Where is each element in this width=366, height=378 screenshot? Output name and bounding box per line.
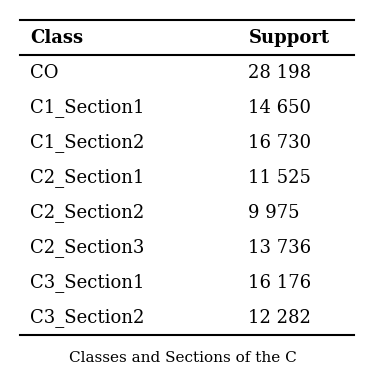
Text: C3_Section1: C3_Section1 xyxy=(30,273,145,292)
Text: C2_Section2: C2_Section2 xyxy=(30,203,145,222)
Text: Support: Support xyxy=(249,29,329,46)
Text: 16 730: 16 730 xyxy=(249,134,311,152)
Text: CO: CO xyxy=(30,64,59,82)
Text: C2_Section1: C2_Section1 xyxy=(30,168,145,187)
Text: 16 176: 16 176 xyxy=(249,274,311,292)
Text: C2_Section3: C2_Section3 xyxy=(30,238,145,257)
Text: Classes and Sections of the C: Classes and Sections of the C xyxy=(69,352,297,366)
Text: 12 282: 12 282 xyxy=(249,309,311,327)
Text: 14 650: 14 650 xyxy=(249,99,311,117)
Text: 11 525: 11 525 xyxy=(249,169,311,187)
Text: 9 975: 9 975 xyxy=(249,204,300,222)
Text: 13 736: 13 736 xyxy=(249,239,311,257)
Text: C3_Section2: C3_Section2 xyxy=(30,308,145,327)
Text: C1_Section2: C1_Section2 xyxy=(30,133,145,152)
Text: Class: Class xyxy=(30,29,83,46)
Text: C1_Section1: C1_Section1 xyxy=(30,98,145,117)
Text: 28 198: 28 198 xyxy=(249,64,311,82)
